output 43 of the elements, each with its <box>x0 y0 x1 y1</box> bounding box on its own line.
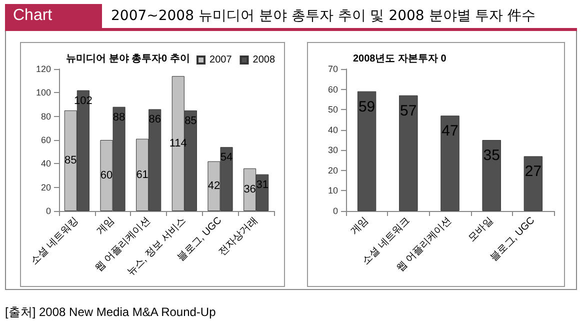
y-tick-label: 20 <box>40 182 51 192</box>
y-tick-label: 60 <box>328 84 338 94</box>
data-label: 59 <box>358 98 376 116</box>
data-label: 31 <box>256 178 268 191</box>
y-tick-label: 80 <box>40 111 51 122</box>
y-tick-label: 40 <box>40 158 51 169</box>
y-tick-label: 70 <box>328 64 338 74</box>
text: 2007~2008 뉴미디어 분야 총투자 추이 및 2008 분야별 투자 件수 <box>111 7 536 25</box>
data-label: 54 <box>220 152 233 164</box>
data-label: 36 <box>244 184 256 196</box>
legend-label: 2007 <box>210 54 232 66</box>
chart-title: 2008년도 자본투자 0 <box>353 54 447 64</box>
data-label: 35 <box>483 147 500 164</box>
data-label: 85 <box>184 114 197 127</box>
data-label: 57 <box>400 102 417 120</box>
bar <box>524 156 543 211</box>
text: [출처] 2008 New Media M&A Round-Up <box>5 304 216 321</box>
x-tick-label: 게임 <box>348 215 371 238</box>
bar <box>399 95 418 211</box>
bar <box>482 140 501 211</box>
data-label: 85 <box>64 154 77 167</box>
y-tick-label: 40 <box>328 124 338 135</box>
legend-label: 2008 <box>252 54 276 66</box>
data-label: 86 <box>148 114 161 126</box>
y-tick-label: 0 <box>332 206 338 216</box>
text: Chart <box>5 4 102 28</box>
y-tick-label: 0 <box>46 206 51 216</box>
data-label: 60 <box>100 170 113 182</box>
data-label: 27 <box>524 163 542 180</box>
y-tick-label: 120 <box>36 64 51 74</box>
bar <box>357 91 376 211</box>
data-label: 47 <box>442 122 458 140</box>
data-label: 88 <box>112 111 126 124</box>
chart-title: 뉴미디어 분야 총투자0 추이 <box>66 54 190 64</box>
y-tick-label: 60 <box>40 135 51 145</box>
y-tick-label: 50 <box>328 104 338 115</box>
y-tick-label: 10 <box>328 186 338 196</box>
y-tick-label: 100 <box>36 88 51 98</box>
data-label: 42 <box>208 180 220 192</box>
y-tick-label: 30 <box>328 145 338 156</box>
y-tick-label: 20 <box>328 165 338 176</box>
bar <box>440 116 460 211</box>
data-label: 61 <box>136 168 148 181</box>
